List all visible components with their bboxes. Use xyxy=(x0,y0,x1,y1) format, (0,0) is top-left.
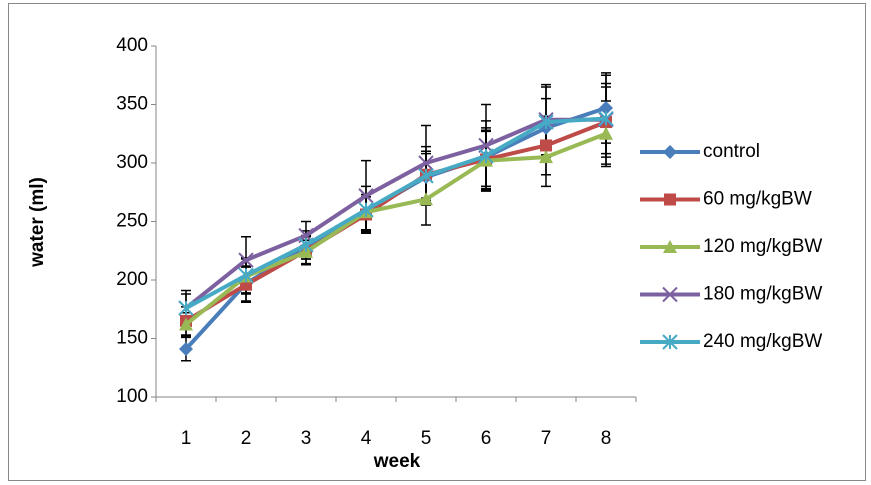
x-tick-label: 5 xyxy=(421,428,432,449)
legend-label: 120 mg/kgBW xyxy=(703,236,822,257)
x-tick-label: 2 xyxy=(241,428,252,449)
y-tick-label: 200 xyxy=(116,269,148,290)
marker xyxy=(664,194,676,206)
y-tick-label: 350 xyxy=(116,94,148,115)
x-tick-label: 1 xyxy=(181,428,192,449)
page: water (ml) week 100 150 200 250 300 350 400 1 2 3… xyxy=(0,0,871,485)
marker-shape xyxy=(664,194,676,206)
legend-label: 240 mg/kgBW xyxy=(703,331,822,352)
x-tick-label: 4 xyxy=(361,428,372,449)
y-tick-label: 150 xyxy=(116,328,148,349)
x-tick-label: 7 xyxy=(541,428,552,449)
x-tick-label: 8 xyxy=(601,428,612,449)
x-tick-label: 3 xyxy=(301,428,312,449)
marker xyxy=(540,139,552,151)
legend-label: 60 mg/kgBW xyxy=(703,189,812,210)
chart: water (ml) week 100 150 200 250 300 350 400 1 2 3… xyxy=(0,0,871,485)
x-axis-label: week xyxy=(373,451,421,472)
y-tick-label: 250 xyxy=(116,211,148,232)
y-tick-label: 400 xyxy=(116,35,148,56)
y-axis-label: water (ml) xyxy=(27,177,48,268)
x-tick-label: 6 xyxy=(481,428,492,449)
y-tick-label: 300 xyxy=(116,152,148,173)
legend-label: 180 mg/kgBW xyxy=(703,284,822,305)
marker-shape xyxy=(540,139,552,151)
y-tick-label: 100 xyxy=(116,386,148,407)
legend-label: control xyxy=(703,141,760,162)
